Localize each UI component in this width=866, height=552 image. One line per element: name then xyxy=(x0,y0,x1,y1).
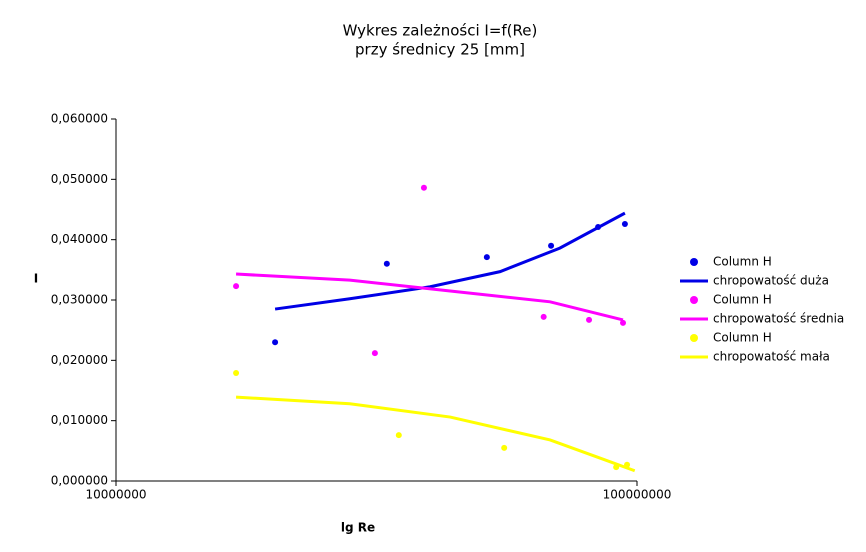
data-point xyxy=(272,339,279,346)
chart-subtitle: przy średnicy 25 [mm] xyxy=(355,41,525,59)
legend-swatch xyxy=(690,296,698,304)
data-point xyxy=(619,319,626,326)
data-point xyxy=(483,254,490,261)
legend-label: Column H xyxy=(713,293,772,307)
data-point xyxy=(233,370,240,377)
y-tick-label: 0,030000 xyxy=(51,293,108,307)
y-tick-label: 0,040000 xyxy=(51,232,108,246)
legend-label: Column H xyxy=(713,331,772,345)
y-tick-label: 0,020000 xyxy=(51,353,108,367)
x-tick-label: 10000000 xyxy=(85,488,146,502)
legend-label: chropowatość średnia xyxy=(713,312,844,326)
legend-label: Column H xyxy=(713,255,772,269)
y-tick-label: 0,050000 xyxy=(51,172,108,186)
x-tick-label: 100000000 xyxy=(603,488,672,502)
data-point xyxy=(395,432,402,439)
data-point xyxy=(548,242,555,249)
x-axis-title: lg Re xyxy=(341,521,375,535)
data-point xyxy=(621,220,628,227)
trend-line xyxy=(235,272,624,322)
data-point xyxy=(586,316,593,323)
chart-title: Wykres zależności I=f(Re) xyxy=(343,22,538,40)
legend-label: chropowatość mała xyxy=(713,350,830,364)
y-tick-label: 0,060000 xyxy=(51,112,108,126)
legend-swatch xyxy=(690,258,698,266)
y-axis-title: I xyxy=(34,272,38,286)
legend-label: chropowatość duża xyxy=(713,274,829,288)
y-tick-label: 0,010000 xyxy=(51,413,108,427)
y-tick-label: 0,000000 xyxy=(51,474,108,488)
legend-swatch xyxy=(690,334,698,342)
data-point xyxy=(233,283,240,290)
trend-line xyxy=(235,395,636,473)
data-point xyxy=(383,260,390,267)
trend-line xyxy=(274,211,626,311)
data-point xyxy=(540,313,547,320)
data-point xyxy=(371,350,378,357)
data-point xyxy=(501,444,508,451)
data-point xyxy=(420,184,427,191)
